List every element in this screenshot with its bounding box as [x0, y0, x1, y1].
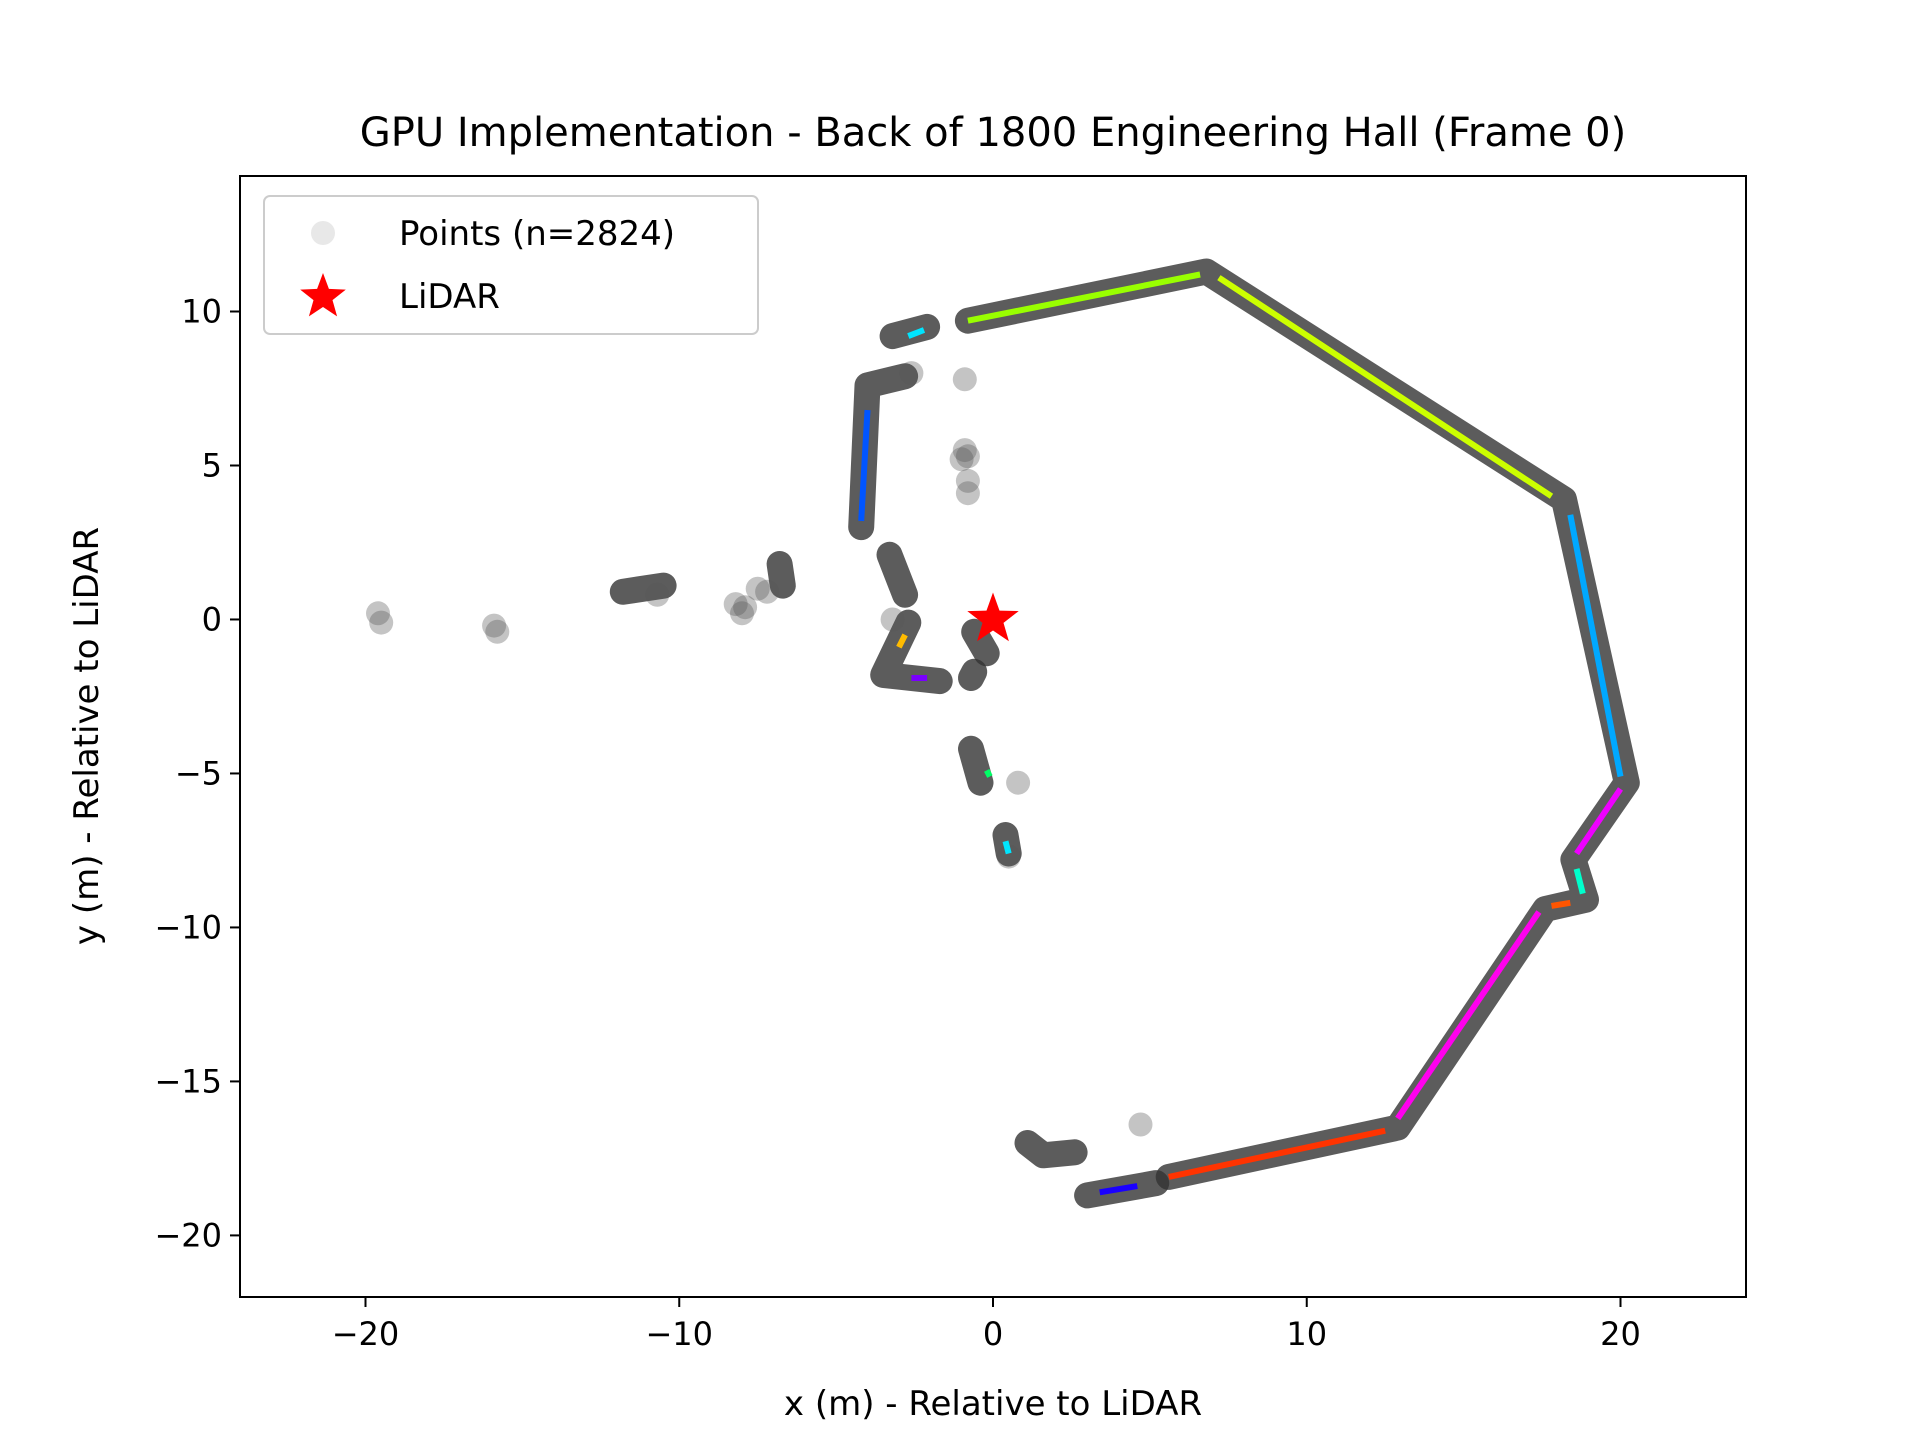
scatter-point-15: [955, 481, 980, 506]
chart-title: GPU Implementation - Back of 1800 Engine…: [360, 110, 1626, 156]
legend-points-marker: [311, 221, 335, 245]
scatter-point-13: [949, 447, 974, 472]
line-segment-8: [1099, 1183, 1138, 1196]
x-tick-label-2: 0: [983, 1315, 1003, 1353]
y-tick-label-3: −5: [175, 754, 222, 792]
y-axis-label: y (m) - Relative to LiDAR: [67, 527, 107, 945]
line-segment-2: [1567, 514, 1624, 778]
wall-point-cluster-9: [1014, 1130, 1088, 1169]
scatter-point-7: [733, 595, 758, 620]
wall-point-cluster-6: [958, 735, 994, 796]
scatter-point-12: [955, 444, 980, 469]
y-tick-label-2: −10: [154, 908, 222, 946]
line-segment-1: [1217, 275, 1554, 499]
scatter-point-10: [952, 367, 977, 392]
legend-lidar-star-icon: [300, 273, 346, 317]
scatter-point-14: [955, 468, 980, 493]
scatter-point-8: [745, 576, 770, 601]
line-segment-3: [1574, 787, 1623, 856]
y-tick-label-5: 5: [202, 446, 222, 484]
scatter-point-layer: [366, 361, 1153, 1137]
legend-label-lidar: LiDAR: [399, 277, 500, 317]
line-segment-0: [967, 271, 1201, 324]
line-segment-13: [984, 769, 993, 778]
line-segment-7: [1168, 1127, 1386, 1180]
x-tick-label-1: −10: [645, 1315, 713, 1353]
legend-box: [263, 195, 759, 335]
line-segment-11: [896, 633, 908, 649]
line-segment-layer: [858, 271, 1624, 1196]
scatter-point-6: [730, 601, 754, 626]
wall-point-cluster-11: [961, 618, 1000, 667]
line-segment-5: [1551, 899, 1571, 909]
line-segment-9: [858, 409, 871, 522]
legend: Points (n=2824) LiDAR: [263, 195, 759, 335]
x-axis: −20 −10 0 10 20: [332, 1297, 1641, 1353]
y-tick-label-4: 0: [202, 600, 222, 638]
scatter-point-3: [485, 619, 510, 644]
scatter-point-19: [1128, 1112, 1153, 1137]
scatter-point-4: [645, 582, 670, 607]
scatter-point-17: [1006, 770, 1031, 795]
wall-point-cluster-12: [958, 658, 988, 691]
line-segment-10: [907, 327, 926, 339]
x-tick-label-4: 20: [1600, 1315, 1641, 1353]
y-tick-label-6: 10: [181, 293, 222, 331]
line-segment-6: [1395, 910, 1542, 1121]
scatter-point-18: [996, 844, 1021, 869]
y-axis: −20 −15 −10 −5 0 5 10: [154, 293, 240, 1254]
wall-point-cluster-10: [609, 572, 677, 605]
x-tick-label-3: 10: [1286, 1315, 1327, 1353]
x-axis-label: x (m) - Relative to LiDAR: [784, 1384, 1202, 1424]
lidar-star-marker: [967, 592, 1019, 642]
scatter-point-1: [369, 610, 394, 635]
wall-point-cluster-5: [766, 551, 796, 599]
scatter-point-20: [880, 607, 905, 632]
legend-label-points: Points (n=2824): [399, 214, 675, 254]
lidar-marker-layer: [967, 592, 1019, 642]
wall-point-cluster-4: [876, 541, 919, 608]
plot-area: [240, 176, 1746, 1297]
line-segment-14: [1002, 840, 1012, 855]
scatter-point-5: [723, 592, 748, 617]
scatter-point-2: [482, 613, 507, 638]
line-segment-4: [1573, 868, 1586, 895]
y-tick-label-0: −20: [154, 1216, 222, 1254]
scatter-point-11: [952, 438, 977, 463]
scatter-point-9: [755, 579, 780, 604]
y-tick-label-1: −15: [154, 1062, 222, 1100]
scatter-point-0: [366, 601, 390, 626]
x-tick-label-0: −20: [332, 1315, 400, 1353]
scatter-point-16: [899, 361, 924, 386]
